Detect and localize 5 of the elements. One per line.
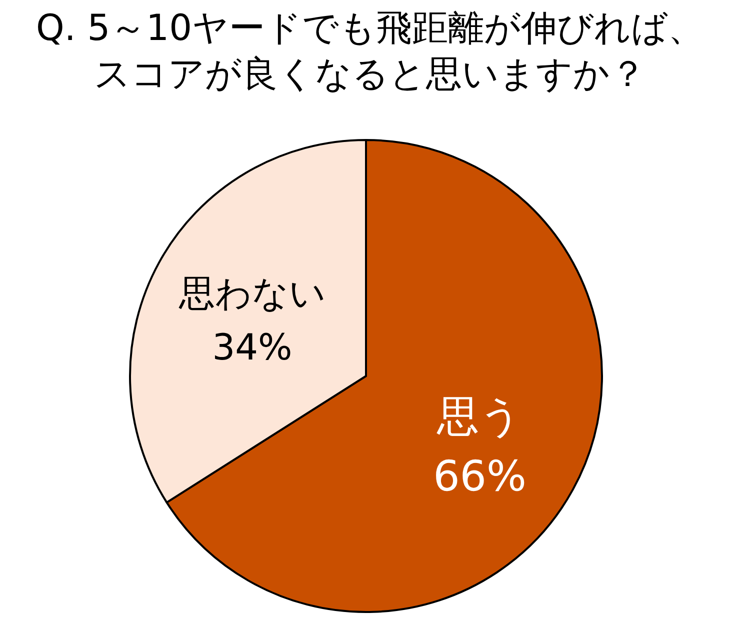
data-label: 34% <box>212 327 292 368</box>
data-label: 66% <box>433 452 526 501</box>
slice-label: 思う <box>436 392 522 441</box>
slice-label: 思わない <box>178 273 326 314</box>
chart-title: Q. 5～10ヤードでも飛距離が伸びれば、スコアが良くなると思いますか？ <box>35 7 705 97</box>
